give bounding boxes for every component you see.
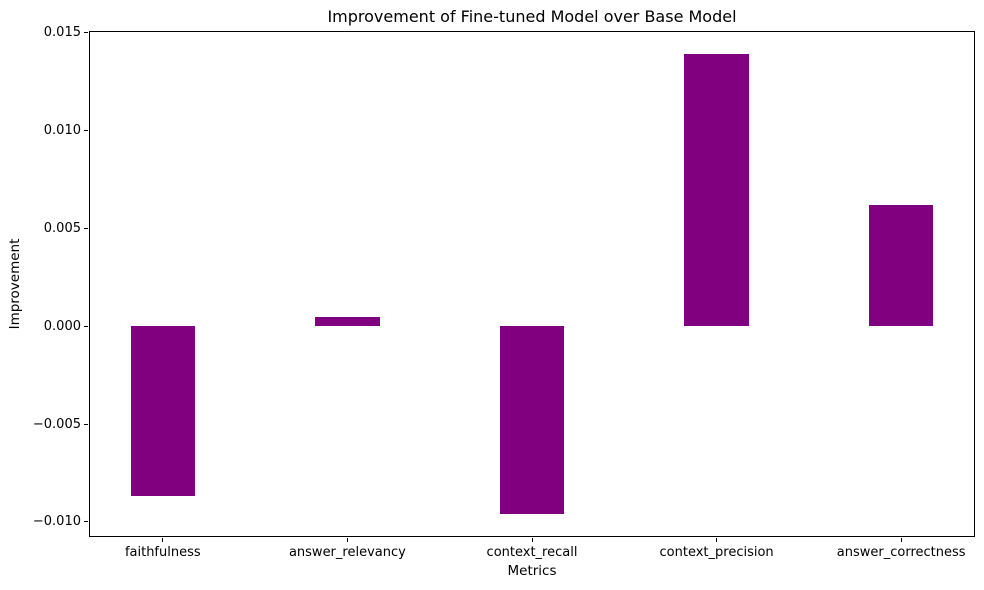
x-tick-label: context_precision	[659, 545, 774, 560]
x-tick-mark	[716, 538, 718, 542]
y-tick-label: 0.000	[43, 318, 81, 334]
x-tick-mark	[531, 538, 533, 542]
y-tick-mark	[84, 227, 88, 229]
chart-title: Improvement of Fine-tuned Model over Bas…	[327, 7, 737, 26]
y-tick-mark	[84, 325, 88, 327]
x-tick-mark	[162, 538, 164, 542]
x-axis-label: Metrics	[507, 563, 557, 579]
x-tick-label: context_recall	[486, 545, 578, 560]
bar-context_recall	[499, 326, 565, 514]
y-tick-label: 0.015	[43, 25, 81, 40]
y-tick-label: −0.005	[32, 416, 81, 432]
y-tick-mark	[84, 521, 88, 523]
y-tick-label: −0.010	[32, 514, 81, 530]
x-tick-label: faithfulness	[124, 545, 201, 560]
bar-context_precision	[684, 54, 749, 327]
y-tick-label: 0.005	[43, 220, 81, 236]
bar-answer_relevancy	[315, 317, 380, 327]
y-tick-mark	[84, 32, 88, 33]
y-axis-label: Improvement	[7, 238, 23, 330]
y-tick-mark	[84, 129, 88, 131]
x-tick-mark	[900, 538, 902, 542]
x-tick-mark	[346, 538, 348, 542]
y-tick-mark	[84, 423, 88, 425]
bar-faithfulness	[130, 326, 196, 497]
x-tick-label: answer_correctness	[836, 545, 966, 560]
y-tick-label: 0.010	[43, 122, 81, 138]
bar-answer_correctness	[868, 204, 934, 327]
x-tick-label: answer_relevancy	[288, 545, 406, 560]
